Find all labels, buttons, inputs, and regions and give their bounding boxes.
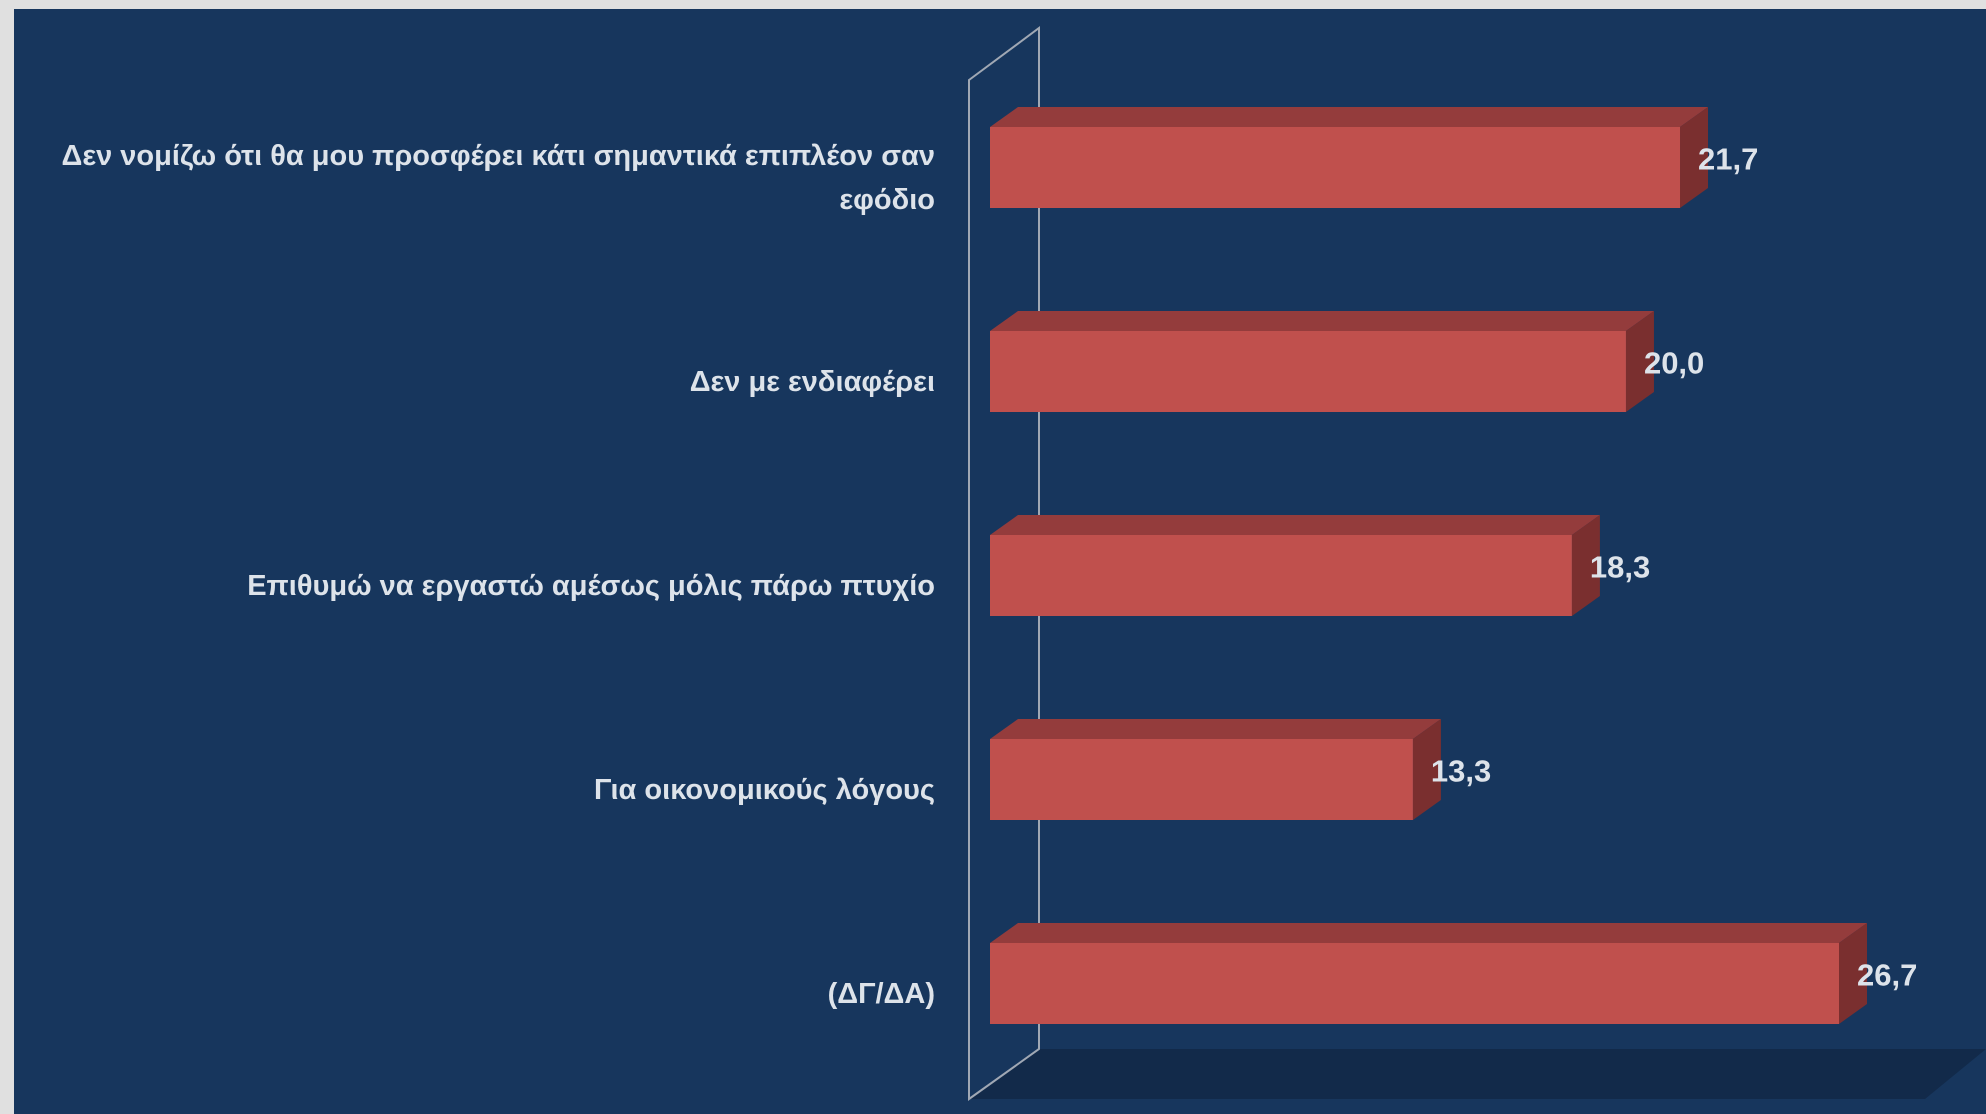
category-label: Δεν νομίζω ότι θα μου προσφέρει κάτι σημ… [61, 139, 935, 216]
data-label: 18,3 [1590, 550, 1650, 585]
bar-side [1839, 923, 1867, 1024]
bar-top [990, 719, 1441, 739]
data-label: 26,7 [1857, 958, 1917, 993]
bar-side [1625, 311, 1654, 412]
data-label: 20,0 [1644, 346, 1704, 381]
back-wall [968, 26, 1040, 1101]
bar [990, 331, 1626, 412]
bar-top [990, 515, 1600, 535]
bar-side [1571, 515, 1600, 616]
data-label: 13,3 [1431, 754, 1491, 789]
category-label: Για οικονομικούς λόγους [593, 773, 935, 806]
category-label: Δεν με ενδιαφέρει [689, 365, 935, 398]
bar [990, 535, 1572, 616]
bar-top [990, 923, 1867, 943]
floor [969, 1049, 1986, 1099]
bar-side [1680, 107, 1709, 208]
bar-side [1412, 719, 1441, 820]
data-label: 21,7 [1698, 142, 1758, 177]
category-label: (ΔΓ/ΔΑ) [827, 977, 935, 1010]
bar-top [990, 311, 1654, 331]
bar [990, 127, 1681, 208]
bar [990, 739, 1413, 820]
bar-top [990, 107, 1709, 127]
category-label: Επιθυμώ να εργαστώ αμέσως μόλις πάρω πτυ… [247, 569, 935, 602]
bar [990, 943, 1839, 1024]
